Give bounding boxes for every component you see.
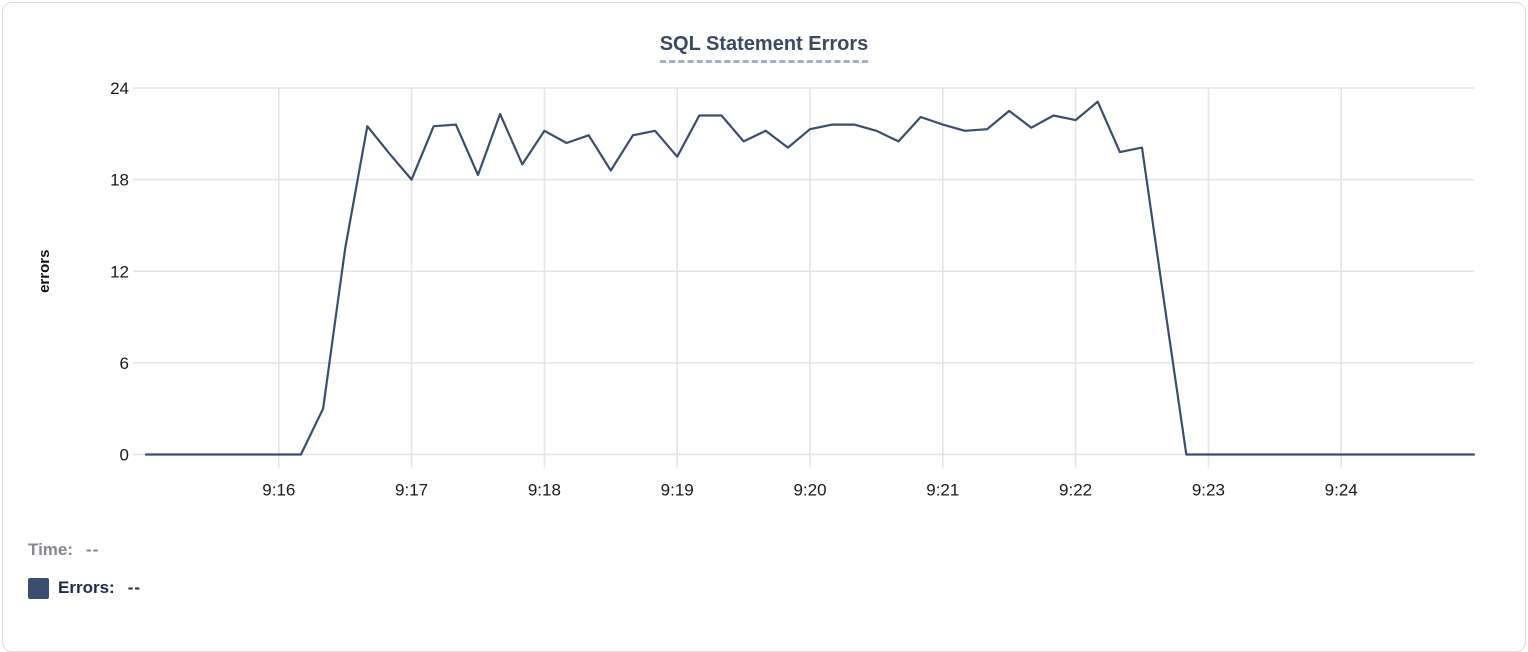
- hover-readout: Time: -- Errors: --: [28, 539, 141, 615]
- time-label: Time:: [28, 540, 74, 559]
- chart-title[interactable]: SQL Statement Errors: [659, 33, 869, 63]
- y-tick-label: 12: [110, 262, 129, 281]
- y-tick-label: 6: [120, 354, 129, 373]
- errors-series-line: [144, 100, 1476, 456]
- x-tick-label: 9:22: [1059, 481, 1092, 500]
- time-value: --: [86, 540, 100, 559]
- y-tick-label: 24: [110, 79, 129, 98]
- x-tick-label: 9:19: [661, 481, 694, 500]
- errors-readout-row: Errors: --: [28, 577, 141, 599]
- errors-value: --: [127, 578, 142, 597]
- x-tick-label: 9:23: [1192, 481, 1225, 500]
- y-tick-label: 0: [120, 446, 129, 465]
- y-axis-title: errors: [36, 250, 53, 293]
- x-tick-label: 9:24: [1325, 481, 1358, 500]
- x-tick-label: 9:17: [395, 481, 428, 500]
- errors-line-chart[interactable]: 0 6 12 18 24 9:16 9:17 9:18 9:19 9:20 9:21 9:22 9:23…: [3, 3, 1528, 515]
- errors-series-swatch: [28, 577, 49, 599]
- y-tick-label: 18: [110, 171, 129, 190]
- x-tick-label: 9:20: [793, 481, 826, 500]
- chart-header: SQL Statement Errors: [3, 33, 1525, 63]
- x-tick-label: 9:16: [262, 481, 295, 500]
- errors-label: Errors:: [58, 578, 115, 597]
- x-tick-label: 9:18: [528, 481, 561, 500]
- x-tick-label: 9:21: [926, 481, 959, 500]
- time-readout-row: Time: --: [28, 539, 141, 561]
